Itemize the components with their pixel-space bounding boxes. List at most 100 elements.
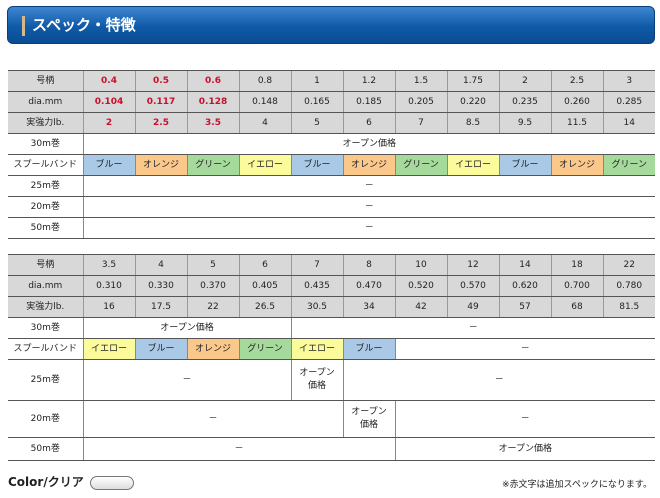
- table-cell: 2.5: [134, 112, 187, 134]
- table-cell: －: [342, 359, 655, 401]
- table-cell: オープン価格: [82, 133, 655, 155]
- table-cell: オープン価格: [342, 400, 395, 438]
- row-label: 実強力lb.: [8, 296, 83, 318]
- table-row: dia.mm 0.104 0.117 0.128 0.148 0.165 0.185 0.20…: [8, 91, 655, 113]
- table-cell: 8: [342, 254, 395, 276]
- table-cell: 81.5: [602, 296, 655, 318]
- spool-band-cell: オレンジ: [342, 154, 395, 176]
- table-cell: オープン価格: [290, 359, 343, 401]
- table-cell: 3: [602, 70, 655, 92]
- spool-band-cell: グリーン: [394, 154, 447, 176]
- table-row: 20m巻－: [8, 196, 655, 218]
- row-label: 25m巻: [8, 359, 83, 401]
- table-cell: オープン価格: [82, 317, 291, 339]
- spool-band-cell: イエロー: [82, 338, 135, 360]
- table-row: 30m巻 オープン価格: [8, 133, 655, 155]
- table-cell: 6: [238, 254, 291, 276]
- table-row: dia.mm 0.310 0.330 0.370 0.405 0.435 0.470 0.52…: [8, 275, 655, 297]
- table-cell: 2.5: [550, 70, 603, 92]
- spool-band-cell: ブルー: [342, 338, 395, 360]
- table-cell: 0.128: [186, 91, 239, 113]
- table-row: 実強力lb. 2 2.5 3.5 4 5 6 7 8.5 9.5 11.5 14: [8, 112, 655, 134]
- row-label: 50m巻: [8, 217, 83, 239]
- table-cell: 3.5: [186, 112, 239, 134]
- table-cell: 0.148: [238, 91, 291, 113]
- clear-color-swatch: [89, 475, 134, 490]
- table-cell: 34: [342, 296, 395, 318]
- table-row: 20m巻－オープン価格－: [8, 400, 655, 438]
- table-row: スプールバンド ブルー オレンジ グリーン イエロー ブルー オレンジ グリーン イエロー ブルー…: [8, 154, 655, 176]
- table-cell: 1.2: [342, 70, 395, 92]
- row-label: 号柄: [8, 70, 83, 92]
- table-cell: 8.5: [446, 112, 499, 134]
- table-cell: 4: [134, 254, 187, 276]
- table-cell: 10: [394, 254, 447, 276]
- table-cell: 5: [290, 112, 343, 134]
- table-row: スプールバンド イエロー ブルー オレンジ グリーン イエロー ブルー－: [8, 338, 655, 360]
- table-cell: 1.75: [446, 70, 499, 92]
- table-cell: 7: [394, 112, 447, 134]
- table-cell: 0.570: [446, 275, 499, 297]
- table-cell: 0.4: [82, 70, 135, 92]
- row-label: スプールバンド: [8, 154, 83, 176]
- table-row: 50m巻－: [8, 217, 655, 239]
- table-cell: 7: [290, 254, 343, 276]
- row-label: 20m巻: [8, 196, 83, 218]
- row-label: dia.mm: [8, 275, 83, 297]
- table-cell: 2: [498, 70, 551, 92]
- spool-band-cell: グリーン: [238, 338, 291, 360]
- table-cell: 11.5: [550, 112, 603, 134]
- table-cell: 0.330: [134, 275, 187, 297]
- table-cell: 0.700: [550, 275, 603, 297]
- table-cell: －: [394, 338, 655, 360]
- table-cell: 4: [238, 112, 291, 134]
- table-row: 号柄 3.5 4 5 6 7 8 10 12 14 18 22: [8, 254, 655, 276]
- spool-band-cell: オレンジ: [134, 154, 187, 176]
- table-cell: －: [82, 359, 291, 401]
- row-label: dia.mm: [8, 91, 83, 113]
- table-cell: 3.5: [82, 254, 135, 276]
- spec-table-1: 号柄 0.4 0.5 0.6 0.8 1 1.2 1.5 1.75 2 2.5 3 dia.mm 0.10…: [8, 70, 655, 239]
- table-cell: －: [82, 175, 655, 197]
- table-row: 30m巻 オープン価格－: [8, 317, 655, 339]
- table-cell: 0.435: [290, 275, 343, 297]
- table-cell: 16: [82, 296, 135, 318]
- table-cell: 0.520: [394, 275, 447, 297]
- table-row: 25m巻－: [8, 175, 655, 197]
- table-cell: 17.5: [134, 296, 187, 318]
- row-label: 25m巻: [8, 175, 83, 197]
- table-cell: 0.310: [82, 275, 135, 297]
- table-cell: 1.5: [394, 70, 447, 92]
- section-header: スペック・特徴: [7, 6, 655, 44]
- table-row: 号柄 0.4 0.5 0.6 0.8 1 1.2 1.5 1.75 2 2.5 3: [8, 70, 655, 92]
- table-cell: －: [82, 400, 343, 438]
- spool-band-cell: イエロー: [290, 338, 343, 360]
- table-cell: 0.620: [498, 275, 551, 297]
- spool-band-cell: ブルー: [290, 154, 343, 176]
- table-cell: 42: [394, 296, 447, 318]
- table-cell: 0.220: [446, 91, 499, 113]
- footnote: ※赤文字は追加スペックになります。: [501, 480, 652, 490]
- row-label: 30m巻: [8, 317, 83, 339]
- spool-band-cell: イエロー: [238, 154, 291, 176]
- table-cell: 14: [602, 112, 655, 134]
- table-cell: 0.370: [186, 275, 239, 297]
- spool-band-cell: イエロー: [446, 154, 499, 176]
- header-accent-bar: [22, 16, 25, 36]
- row-label: 50m巻: [8, 437, 83, 461]
- row-label: 号柄: [8, 254, 83, 276]
- table-cell: 0.8: [238, 70, 291, 92]
- table-row: 25m巻－オープン価格－: [8, 359, 655, 401]
- table-cell: 0.5: [134, 70, 187, 92]
- row-label: 20m巻: [8, 400, 83, 438]
- spool-band-cell: オレンジ: [186, 338, 239, 360]
- spool-band-cell: グリーン: [602, 154, 655, 176]
- table-cell: 30.5: [290, 296, 343, 318]
- section-title: スペック・特徴: [32, 16, 136, 34]
- row-label: スプールバンド: [8, 338, 83, 360]
- table-cell: －: [290, 317, 655, 339]
- table-cell: 0.235: [498, 91, 551, 113]
- table-cell: 9.5: [498, 112, 551, 134]
- table-cell: 0.405: [238, 275, 291, 297]
- table-cell: 0.165: [290, 91, 343, 113]
